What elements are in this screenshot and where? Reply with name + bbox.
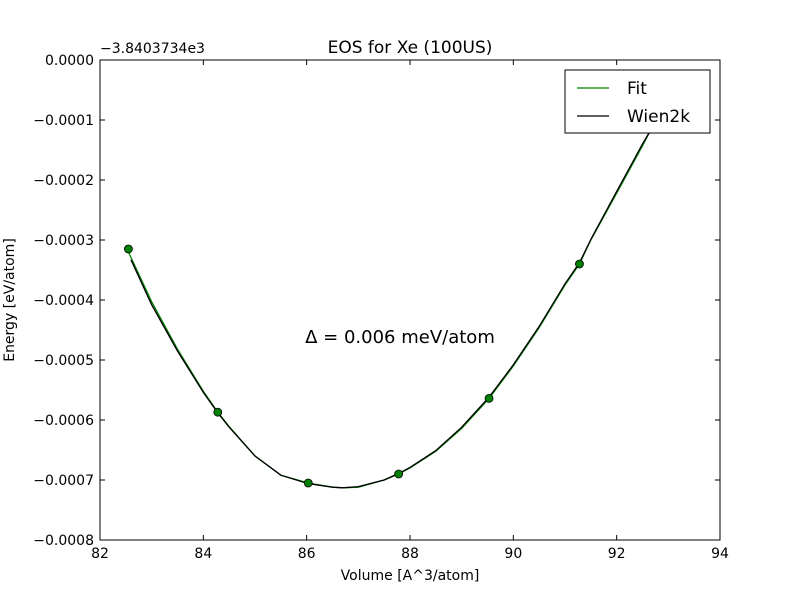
y-tick-label: −0.0005 bbox=[33, 353, 94, 369]
delta-annotation: Δ = 0.006 meV/atom bbox=[305, 327, 495, 348]
data-point bbox=[484, 393, 494, 403]
x-tick-label: 82 bbox=[91, 546, 109, 562]
x-tick-label: 86 bbox=[298, 546, 316, 562]
y-offset-label: −3.8403734e3 bbox=[100, 41, 205, 57]
y-tick-label: −0.0007 bbox=[33, 473, 94, 489]
y-axis-label: Energy [eV/atom] bbox=[2, 238, 18, 362]
y-tick-label: −0.0004 bbox=[33, 293, 94, 309]
y-tick-label: −0.0002 bbox=[33, 173, 94, 189]
data-point bbox=[575, 259, 584, 269]
x-axis-label: Volume [A^3/atom] bbox=[341, 568, 480, 584]
x-axis: 82 84 86 88 90 92 94 bbox=[91, 60, 729, 562]
y-tick-label: −0.0003 bbox=[33, 233, 94, 249]
x-tick-label: 94 bbox=[711, 546, 729, 562]
chart-title: EOS for Xe (100US) bbox=[328, 38, 493, 58]
series-line-wien2k bbox=[130, 130, 651, 489]
legend-box bbox=[564, 69, 711, 134]
x-tick-label: 90 bbox=[504, 546, 522, 562]
series-line-fit bbox=[127, 125, 654, 489]
y-tick-label: 0.0000 bbox=[45, 53, 94, 69]
y-axis: 0.0000 −0.0001 −0.0002 −0.0003 −0.0004 −0.000… bbox=[33, 53, 720, 549]
data-point bbox=[213, 407, 223, 417]
data-point bbox=[303, 478, 313, 488]
x-tick-label: 92 bbox=[608, 546, 626, 562]
y-tick-label: −0.0006 bbox=[33, 413, 94, 429]
data-point bbox=[124, 244, 133, 254]
x-tick-label: 84 bbox=[194, 546, 212, 562]
legend-label-wien2k: Wien2k bbox=[627, 107, 690, 127]
legend: Fit Wien2k bbox=[564, 69, 711, 134]
curve-layer bbox=[127, 125, 654, 489]
data-point bbox=[394, 469, 404, 479]
y-tick-label: −0.0001 bbox=[33, 113, 94, 129]
x-tick-label: 88 bbox=[401, 546, 419, 562]
legend-label-fit: Fit bbox=[627, 79, 647, 99]
y-tick-label: −0.0008 bbox=[33, 533, 94, 549]
marker-layer bbox=[124, 244, 584, 488]
